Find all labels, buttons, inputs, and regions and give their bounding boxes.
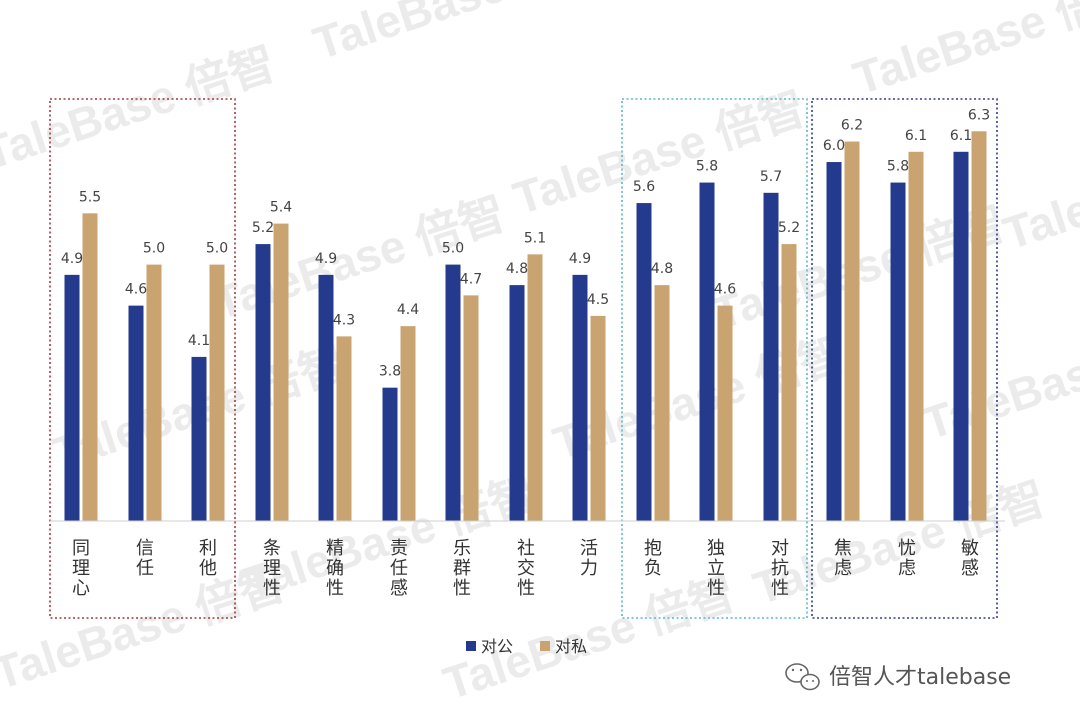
credit-text: 倍智人才talebase (829, 665, 1011, 690)
bar-private (844, 141, 860, 521)
bar-public (318, 274, 334, 521)
category-label: 信任 (136, 538, 154, 579)
bar-public (128, 305, 144, 521)
value-label-public: 4.6 (125, 282, 147, 298)
bar-private (654, 285, 670, 521)
value-label-private: 6.1 (905, 128, 927, 144)
value-label-public: 4.9 (569, 251, 591, 267)
value-label-private: 5.5 (79, 189, 101, 205)
category-label: 对抗性 (771, 538, 789, 599)
watermark-text: TaleBase 倍智 (0, 36, 282, 179)
value-label-private: 5.4 (270, 200, 292, 216)
value-label-public: 5.7 (760, 169, 782, 185)
legend-swatch-private (540, 641, 550, 651)
value-label-public: 4.9 (315, 251, 337, 267)
value-label-public: 4.8 (506, 261, 528, 277)
bar-public (572, 274, 588, 521)
value-label-private: 5.0 (206, 241, 228, 257)
watermark-text: TaleBase 倍智 (997, 116, 1080, 259)
bar-public (382, 387, 398, 521)
category-label: 同理心 (72, 538, 90, 599)
legend-label-private: 对私 (555, 637, 587, 656)
bar-private (590, 315, 606, 521)
value-label-private: 4.4 (397, 302, 419, 318)
bar-private (463, 295, 479, 521)
category-label: 利他 (199, 538, 217, 579)
bar-public (826, 162, 842, 521)
bar-private (781, 244, 797, 521)
value-label-public: 6.1 (950, 128, 972, 144)
category-label: 独立性 (707, 538, 725, 599)
value-label-public: 5.6 (633, 179, 655, 195)
value-label-public: 5.8 (887, 159, 909, 175)
value-label-private: 5.2 (778, 220, 800, 236)
value-label-private: 5.1 (524, 230, 546, 246)
category-label: 忧虑 (898, 538, 916, 579)
value-label-private: 6.2 (841, 118, 863, 134)
category-label: 抱负 (644, 538, 662, 579)
watermark-text: TaleBase 倍智 (847, 0, 1080, 105)
category-label: 条理性 (263, 538, 281, 599)
credit: 倍智人才talebase (785, 663, 1011, 691)
bar-private (908, 151, 924, 521)
wechat-icon (785, 663, 820, 691)
legend: 对公 对私 (466, 637, 587, 656)
bar-private (717, 305, 733, 521)
bar-public (890, 182, 906, 521)
bar-private (273, 223, 289, 521)
category-label: 责任感 (390, 538, 408, 599)
bar-public (509, 285, 525, 521)
bar-private (971, 131, 987, 522)
value-label-public: 5.2 (252, 220, 274, 236)
bar-public (445, 264, 461, 521)
legend-swatch-public (466, 641, 476, 651)
bar-private (527, 254, 543, 522)
value-label-private: 4.3 (333, 312, 355, 328)
value-label-private: 4.7 (460, 271, 482, 287)
bar-public (953, 151, 969, 521)
category-label: 敏感 (961, 538, 979, 579)
value-label-public: 4.1 (188, 333, 210, 349)
watermark-text: TaleBase 倍智 (917, 306, 1080, 449)
highlight-box (811, 98, 998, 619)
category-label: 社交性 (517, 538, 535, 599)
value-label-private: 4.6 (714, 282, 736, 298)
bar-public (763, 192, 779, 521)
value-label-private: 4.8 (651, 261, 673, 277)
category-label: 焦虑 (834, 538, 852, 579)
highlight-boxes (49, 98, 998, 619)
highlight-box (621, 98, 808, 619)
value-label-public: 5.0 (442, 241, 464, 257)
value-label-public: 3.8 (379, 364, 401, 380)
bar-private (82, 213, 98, 522)
value-label-private: 6.3 (968, 107, 990, 123)
value-label-private: 5.0 (143, 241, 165, 257)
bar-private (209, 264, 225, 521)
bars (64, 131, 987, 522)
highlight-box (49, 98, 236, 619)
watermark-text: TaleBase 倍智 (307, 0, 612, 70)
bar-public (255, 244, 271, 521)
category-label: 精确性 (326, 538, 344, 599)
value-label-public: 6.0 (823, 138, 845, 154)
bar-private (146, 264, 162, 521)
bar-public (636, 203, 652, 521)
bar-public (699, 182, 715, 521)
value-label-public: 4.9 (61, 251, 83, 267)
category-label: 乐群性 (453, 538, 471, 599)
legend-label-public: 对公 (481, 637, 513, 656)
value-labels: 4.9 4.6 4.1 5.2 4.9 3.8 5.0 4.8 4.9 5.6 5.8 5.7 6.0 5… (61, 107, 990, 379)
bar-public (191, 356, 207, 521)
category-labels: 同理心 信任 利他 条理性 精确性 责任感 乐群性 社交性 活力 抱负 独立性 对抗性 焦虑 忧虑 敏感 (72, 538, 979, 599)
bar-public (64, 274, 80, 521)
category-label: 活力 (580, 538, 598, 579)
bar-private (336, 336, 352, 521)
value-label-public: 5.8 (696, 159, 718, 175)
value-label-private: 4.5 (587, 292, 609, 308)
bar-private (400, 326, 416, 521)
